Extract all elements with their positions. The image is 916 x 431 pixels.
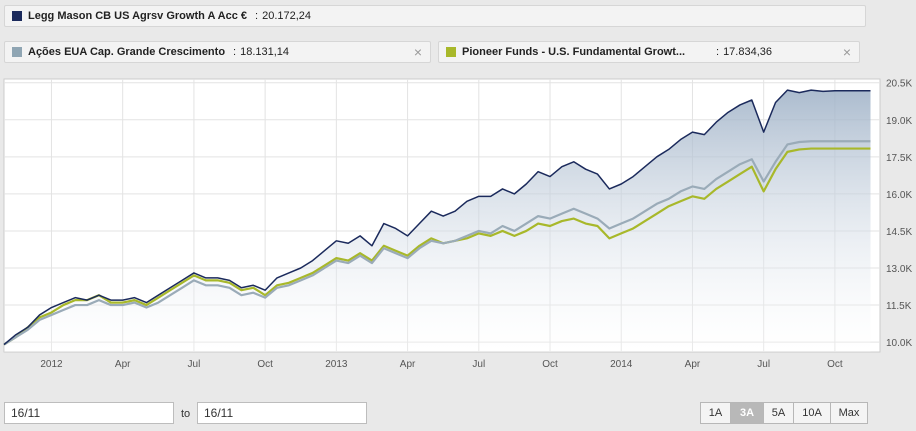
legend-swatch [446,47,456,57]
x-tick-label: Apr [685,359,701,370]
y-tick-label: 10.0K [886,338,912,349]
legend-item-legg-mason: Legg Mason CB US Agrsv Growth A Acc € : … [4,5,866,27]
y-tick-label: 14.5K [886,227,912,238]
legend-item-acoes-eua: Ações EUA Cap. Grande Crescimento : 18.1… [4,41,431,63]
legend-name: Ações EUA Cap. Grande Crescimento [28,46,226,58]
y-tick-label: 11.5K [886,301,912,312]
range-button-3a[interactable]: 3A [730,402,764,424]
series-line-1 [3,140,871,346]
x-tick-label: Apr [115,359,131,370]
legend-swatch [12,11,22,21]
y-tick-label: 13.0K [886,264,912,275]
legend-swatch [12,47,22,57]
x-tick-label: Oct [542,359,558,370]
x-tick-label: Apr [400,359,416,370]
x-tick-label: Jul [757,359,770,370]
legend-separator: : [716,46,720,58]
range-selector: 1A 3A 5A 10A Max [700,402,868,424]
x-tick-label: Oct [827,359,843,370]
y-tick-label: 20.5K [886,79,912,90]
performance-chart: 2012 Apr Jul Oct 2013 Apr Jul Oct 2014 Apr Jul Oct 1… [3,78,912,370]
range-button-1a[interactable]: 1A [700,402,731,424]
series-line-0 [3,89,871,346]
range-button-10a[interactable]: 10A [793,402,831,424]
x-tick-label: Oct [257,359,273,370]
legend-separator: : [255,10,259,22]
date-from-input[interactable] [4,402,174,424]
x-tick-label: 2014 [610,359,633,370]
x-tick-label: Jul [472,359,485,370]
x-tick-label: 2012 [40,359,63,370]
date-to-input[interactable] [197,402,367,424]
legend-name: Pioneer Funds - U.S. Fundamental Growt..… [462,46,686,58]
y-tick-label: 16.0K [886,190,912,201]
series-line-2 [3,147,871,346]
close-icon[interactable]: × [842,44,851,60]
legend-value: 18.131,14 [240,46,290,58]
to-label: to [181,408,191,420]
y-tick-label: 17.5K [886,153,912,164]
legend-item-pioneer: Pioneer Funds - U.S. Fundamental Growt..… [438,41,860,63]
legend-name: Legg Mason CB US Agrsv Growth A Acc € [28,10,248,22]
legend-value: 17.834,36 [723,46,772,58]
legend-value: 20.172,24 [262,10,312,22]
range-button-max[interactable]: Max [830,402,868,424]
legend-separator: : [233,46,237,58]
range-button-5a[interactable]: 5A [763,402,794,424]
x-tick-label: 2013 [325,359,348,370]
y-tick-label: 19.0K [886,116,912,127]
close-icon[interactable]: × [413,44,422,60]
x-tick-label: Jul [188,359,201,370]
